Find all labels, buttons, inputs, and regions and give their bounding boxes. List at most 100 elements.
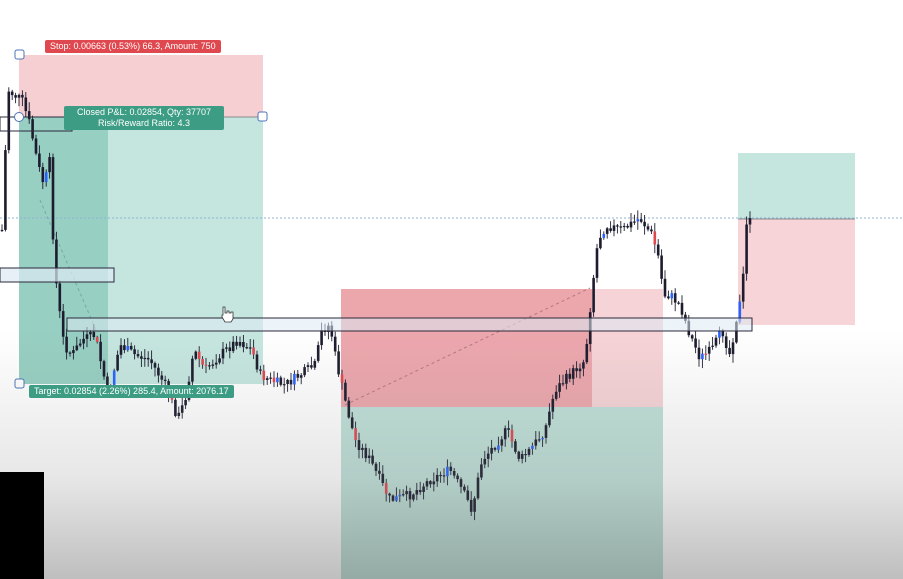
candle-body: [211, 364, 215, 366]
candle-body: [541, 437, 544, 440]
candle-body: [0, 229, 4, 232]
candle-body: [333, 336, 337, 352]
candle-body: [265, 378, 269, 380]
candle-body: [316, 345, 320, 361]
candle-body: [517, 451, 521, 459]
candle-body: [180, 405, 184, 413]
candle-body: [497, 445, 500, 450]
candle-body: [85, 334, 89, 339]
stop-zone-3[interactable]: [738, 219, 855, 325]
candle-body: [565, 373, 568, 384]
candle-body: [248, 347, 252, 349]
handle-entry-left[interactable]: [14, 112, 24, 122]
candle-body: [531, 445, 534, 449]
candle-body: [408, 491, 412, 500]
candle-body: [357, 440, 361, 450]
candle-body: [17, 94, 21, 98]
candle-body: [24, 97, 28, 112]
candle-body: [571, 368, 575, 379]
candle-body: [466, 490, 470, 500]
candle-body: [745, 224, 748, 274]
candle-body: [225, 347, 228, 349]
candle-body: [242, 342, 245, 348]
candle-body: [92, 332, 96, 338]
black-overlay: [0, 472, 44, 579]
candle-body: [520, 454, 524, 459]
candle-body: [31, 119, 34, 139]
candle-body: [619, 226, 623, 228]
candle-body: [483, 458, 487, 465]
candle-body: [707, 346, 711, 354]
candle-body: [524, 454, 527, 456]
candle-body: [303, 367, 306, 376]
candle-body: [741, 273, 745, 302]
candle-body: [388, 493, 391, 496]
candle-body: [27, 111, 31, 120]
candle-body: [55, 239, 58, 284]
candle-body: [748, 218, 752, 225]
candle-body: [340, 374, 344, 383]
candle-body: [10, 91, 14, 96]
candle-body: [534, 439, 538, 446]
target-zone-3[interactable]: [738, 153, 855, 219]
candle-body: [61, 311, 65, 337]
candle-body: [449, 466, 453, 471]
candle-body: [276, 377, 279, 383]
horizontal-box-left[interactable]: [0, 267, 115, 283]
candle-body: [102, 361, 106, 377]
handle-entry-right[interactable]: [257, 111, 268, 122]
candle-body: [558, 383, 561, 392]
candle-body: [21, 94, 24, 98]
candle-body: [680, 302, 684, 315]
horizontal-box-main[interactable]: [66, 317, 753, 332]
candle-body: [656, 244, 660, 256]
candle-body: [435, 474, 439, 482]
candle-body: [116, 354, 119, 371]
candle-body: [133, 349, 136, 355]
candle-body: [646, 226, 650, 230]
candle-body: [367, 455, 371, 458]
candle-body: [269, 377, 272, 379]
candle-body: [639, 219, 643, 222]
candle-body: [221, 348, 225, 359]
target-zone-2[interactable]: [341, 407, 663, 579]
candle-body: [391, 495, 395, 501]
candle-body: [140, 356, 143, 359]
candle-body: [561, 383, 565, 385]
candle-body: [395, 496, 398, 501]
candle-body: [146, 357, 150, 360]
candle-body: [82, 338, 85, 344]
candle-body: [439, 474, 442, 477]
handle-top-left[interactable]: [14, 49, 25, 60]
candle-body: [480, 464, 483, 478]
closed-pnl-label: Closed P&L: 0.02854, Qty: 37707 Risk/Rew…: [64, 106, 224, 130]
candle-body: [272, 377, 276, 383]
candle-body: [473, 498, 476, 512]
candle-body: [184, 400, 187, 406]
candle-body: [711, 345, 714, 347]
candle-body: [231, 341, 235, 352]
candle-body: [177, 412, 181, 416]
candle-body: [704, 353, 708, 355]
candle-body: [347, 400, 351, 418]
candle-body: [507, 428, 510, 430]
candle-body: [568, 373, 572, 379]
candle-body: [629, 221, 633, 228]
candle-body: [585, 344, 589, 363]
candle-body: [123, 345, 126, 351]
candle-body: [602, 233, 606, 238]
candle-body: [306, 365, 310, 367]
candle-body: [384, 483, 388, 494]
candle-body: [537, 439, 541, 441]
candle-body: [633, 221, 636, 223]
candle-body: [398, 494, 402, 497]
candle-body: [432, 481, 436, 485]
candle-body: [697, 347, 701, 360]
handle-bottom-left[interactable]: [14, 378, 25, 389]
candle-body: [622, 225, 626, 228]
candle-body: [197, 351, 201, 359]
candle-body: [106, 376, 109, 388]
candle-body: [4, 150, 7, 230]
